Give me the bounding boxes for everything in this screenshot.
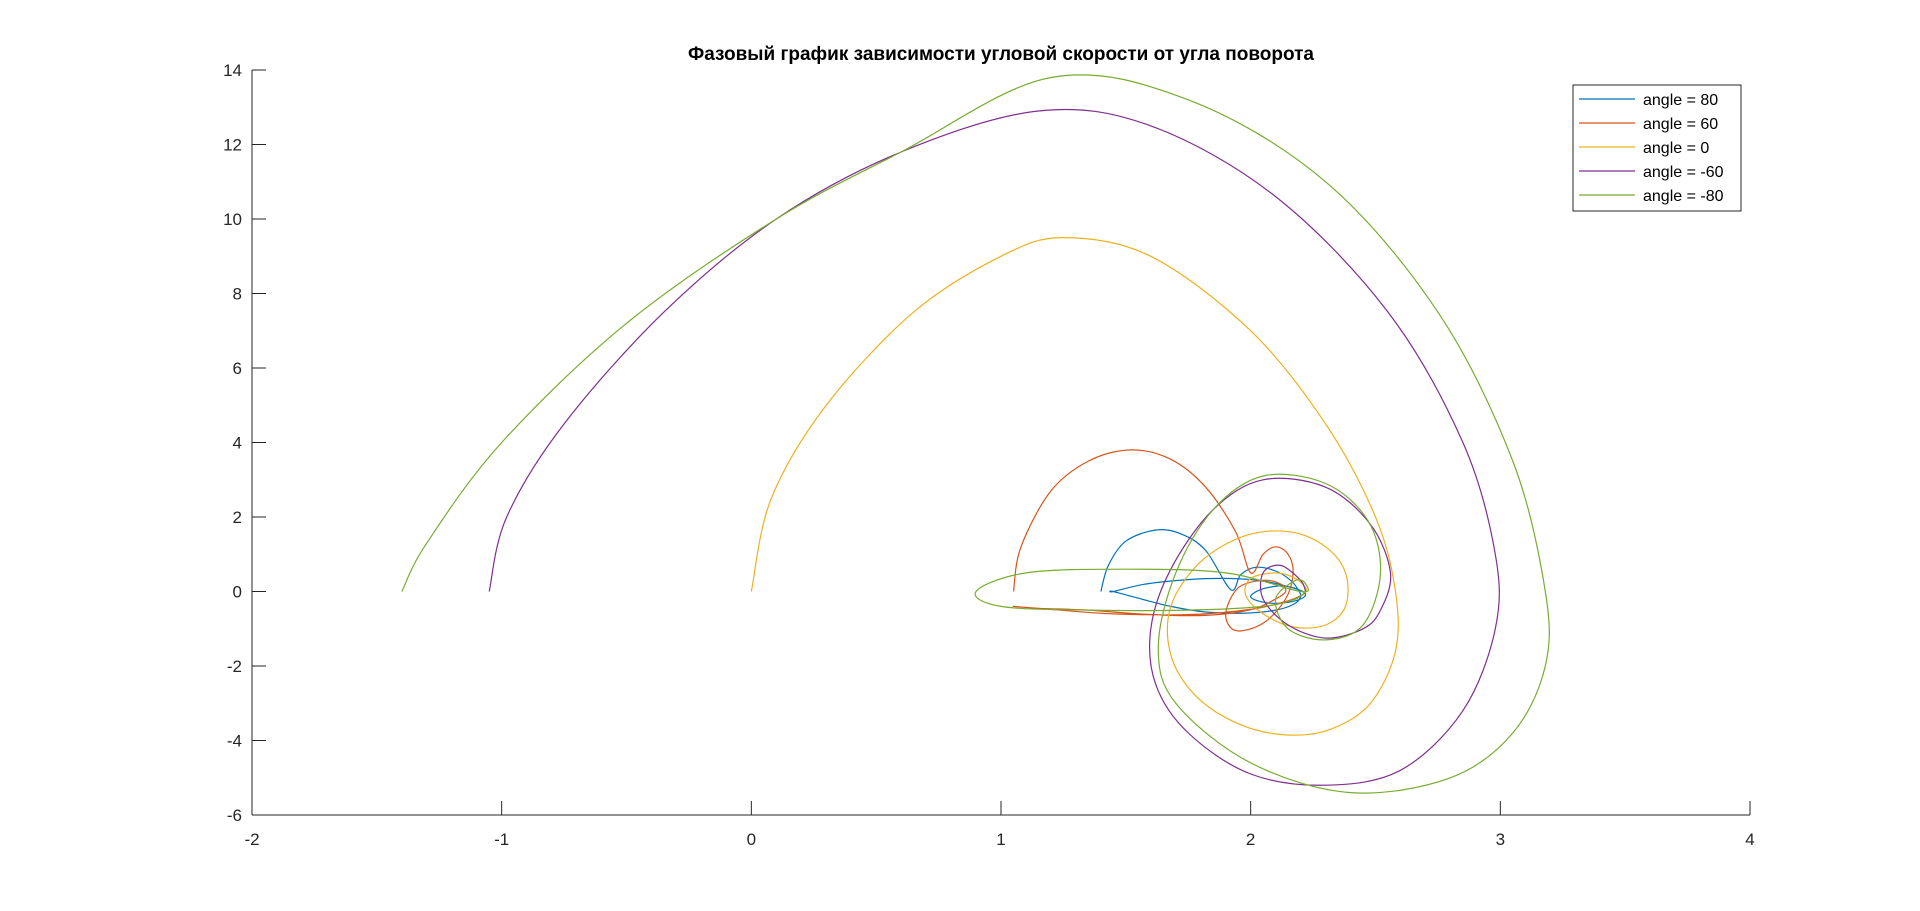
legend-box	[1572, 84, 1742, 212]
series-line-5	[401, 74, 1550, 794]
series-line-4	[488, 108, 1500, 786]
y-tick-label: 6	[233, 359, 242, 378]
legend-label: angle = 80	[1643, 92, 1718, 109]
y-tick-label: -6	[227, 806, 242, 825]
series-line-3	[750, 236, 1399, 736]
y-tick-label: -4	[227, 732, 242, 751]
x-tick-label: 0	[747, 830, 756, 849]
x-tick-label: 3	[1496, 830, 1505, 849]
y-tick-label: 14	[223, 61, 242, 80]
y-tick-label: -2	[227, 657, 242, 676]
legend-label: angle = -60	[1643, 164, 1724, 181]
chart-title: Фазовый график зависимости угловой скоро…	[688, 44, 1314, 65]
y-tick-label: 2	[233, 508, 242, 527]
legend-label: angle = -80	[1643, 188, 1724, 205]
legend-label: angle = 60	[1643, 116, 1718, 133]
y-tick-label: 12	[223, 136, 242, 155]
legend[interactable]: angle = 80 angle = 60 angle = 0 angle = -60…	[1572, 84, 1742, 212]
x-tick-label: 1	[996, 830, 1005, 849]
x-tick-label: 2	[1246, 830, 1255, 849]
y-tick-label: 0	[233, 583, 242, 602]
y-tick-label: 10	[223, 210, 242, 229]
x-tick-label: -2	[244, 830, 259, 849]
legend-label: angle = 0	[1643, 140, 1709, 157]
y-tick-label: 8	[233, 285, 242, 304]
plot-lines	[401, 74, 1550, 794]
x-tick-label: -1	[494, 830, 509, 849]
x-tick-label: 4	[1745, 830, 1754, 849]
y-tick-label: 4	[233, 434, 242, 453]
